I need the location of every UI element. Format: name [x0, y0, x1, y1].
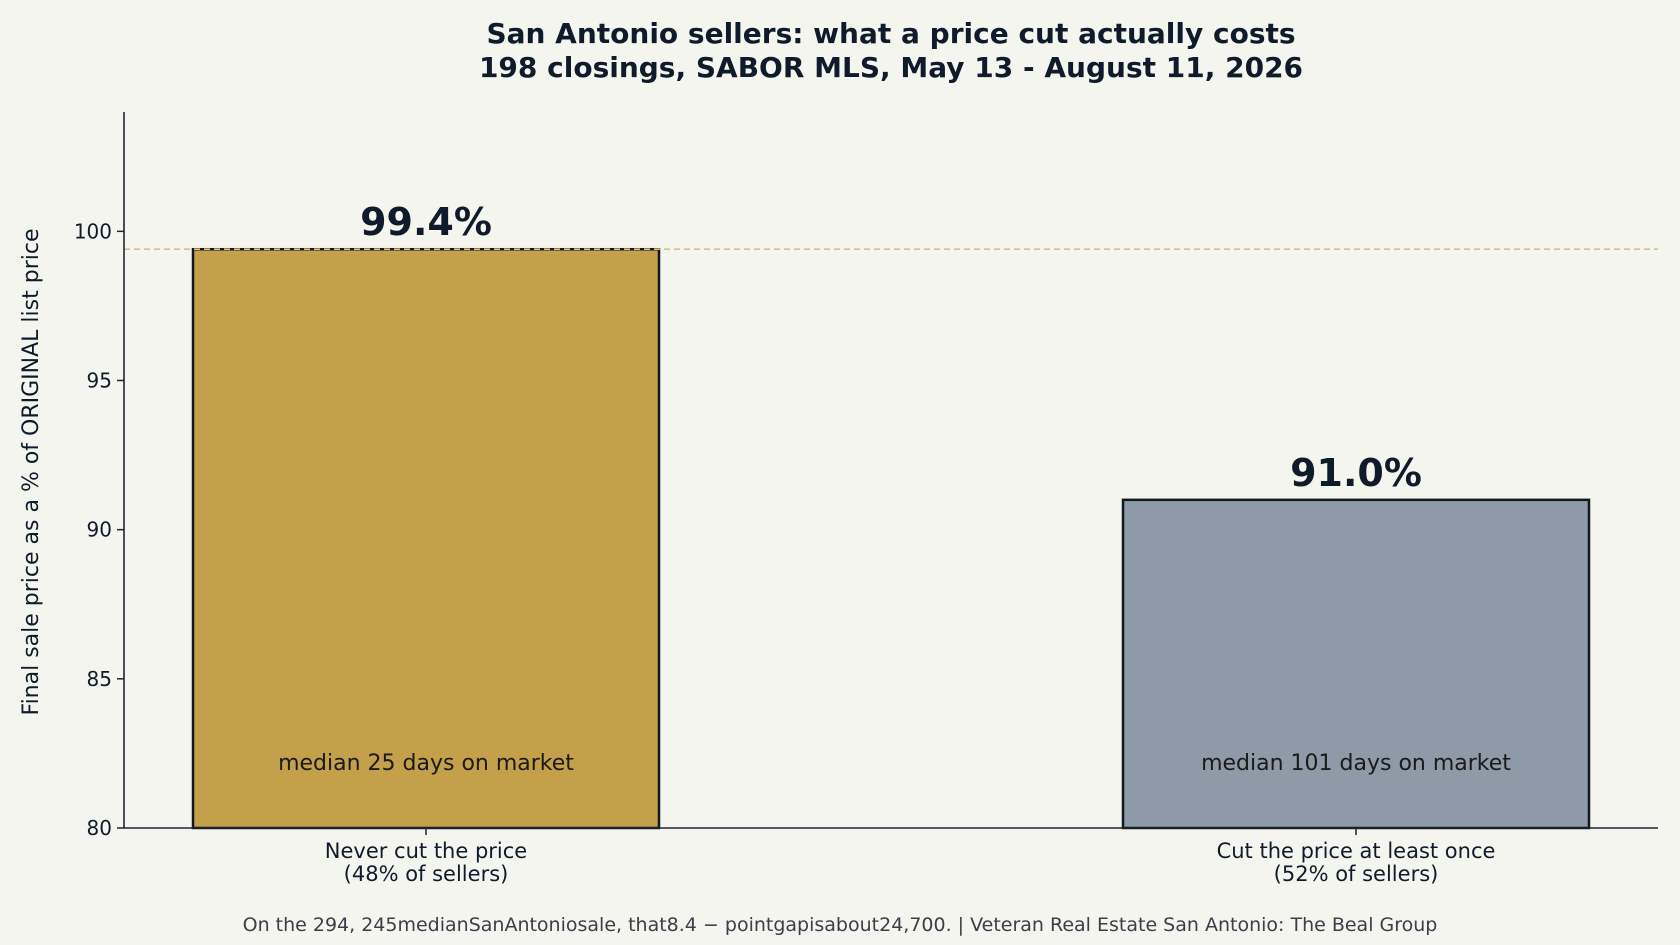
bar-1	[191, 247, 661, 830]
y-tick-label: 90	[87, 518, 112, 542]
bar-annotation: median 101 days on market	[1201, 751, 1511, 776]
bar-annotation: median 25 days on market	[278, 751, 574, 776]
y-tick-label: 80	[87, 816, 112, 840]
chart-subtitle: 198 closings, SABOR MLS, May 13 - August…	[479, 51, 1303, 84]
bar-2	[1121, 498, 1591, 830]
plot-area: 80 85 90 95 100 Never cut the price(48% of se…	[74, 112, 1658, 886]
x-tick-label-sub: (48% of sellers)	[344, 862, 509, 886]
x-tick-label: Never cut the price	[325, 839, 527, 863]
x-tick-label-sub: (52% of sellers)	[1274, 862, 1439, 886]
footer-note: On the 294, 245medianSanAntoniosale, tha…	[243, 914, 1438, 936]
data-label: 99.4%	[360, 200, 492, 244]
chart-title: San Antonio sellers: what a price cut ac…	[486, 17, 1295, 50]
x-tick-label: Cut the price at least once	[1217, 839, 1496, 863]
y-tick-label: 95	[87, 369, 112, 393]
y-axis-label: Final sale price as a % of ORIGINAL list…	[19, 229, 44, 716]
data-label: 91.0%	[1290, 451, 1422, 495]
y-tick-label: 100	[74, 219, 112, 243]
y-tick-label: 85	[87, 667, 112, 691]
